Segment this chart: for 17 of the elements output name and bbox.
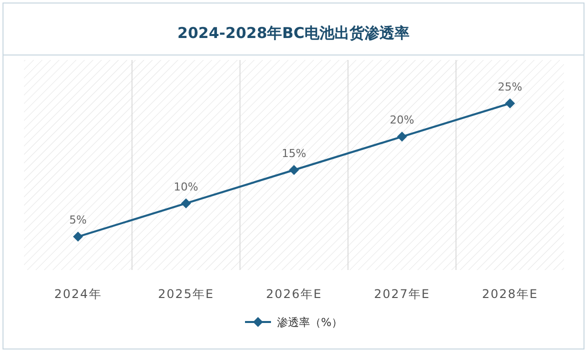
data-label: 10% [174, 180, 198, 194]
point [181, 198, 191, 208]
point [289, 165, 299, 175]
data-label: 20% [390, 114, 414, 127]
data-label: 25% [498, 80, 522, 94]
data-label: 15% [282, 147, 306, 160]
point [505, 98, 515, 108]
point [73, 232, 83, 242]
x-tick-label: 2028年E [482, 287, 538, 301]
x-tick-label: 2027年E [374, 287, 430, 301]
x-tick-label: 2026年E [266, 287, 322, 301]
point [397, 132, 407, 142]
chart-title: 2024-2028年BC电池出货渗透率 [177, 24, 410, 42]
legend-label: 渗透率（%） [277, 316, 342, 329]
x-tick-label: 2024年 [54, 287, 102, 301]
data-label: 5% [69, 214, 87, 227]
x-tick-label: 2025年E [158, 287, 214, 301]
